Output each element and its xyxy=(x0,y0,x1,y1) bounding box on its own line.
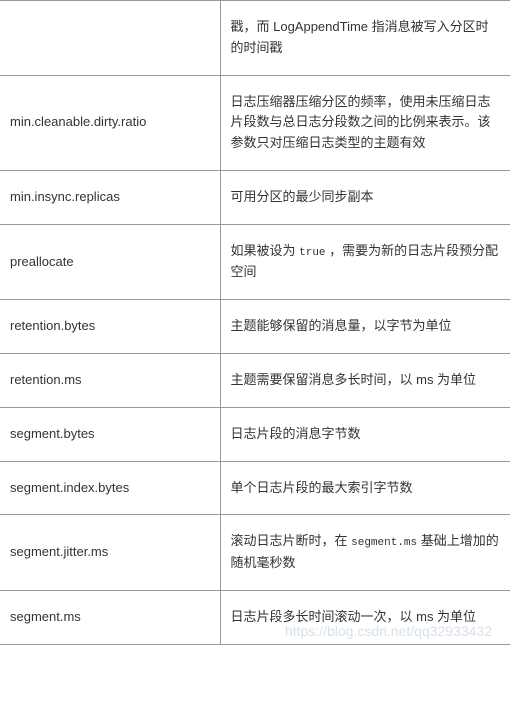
config-name-cell: segment.ms xyxy=(0,590,220,644)
desc-text: 主题需要保留消息多长时间，以 ms 为单位 xyxy=(231,372,477,387)
table-row: retention.bytes 主题能够保留的消息量，以字节为单位 xyxy=(0,300,510,354)
config-desc-cell: 主题能够保留的消息量，以字节为单位 xyxy=(220,300,510,354)
config-desc-cell: 如果被设为 true ，需要为新的日志片段预分配空间 xyxy=(220,224,510,299)
desc-text: 戳，而 LogAppendTime 指消息被写入分区时的时间戳 xyxy=(231,19,489,55)
config-desc-cell: 可用分区的最少同步副本 xyxy=(220,170,510,224)
inline-code: true xyxy=(299,247,325,259)
config-name-cell xyxy=(0,1,220,76)
config-desc-cell: 日志压缩器压缩分区的频率，使用未压缩日志片段数与总日志分段数之间的比例来表示。该… xyxy=(220,75,510,170)
table-row: segment.bytes 日志片段的消息字节数 xyxy=(0,407,510,461)
desc-text: 主题能够保留的消息量，以字节为单位 xyxy=(231,318,452,333)
table-row: min.insync.replicas 可用分区的最少同步副本 xyxy=(0,170,510,224)
desc-text: 可用分区的最少同步副本 xyxy=(231,189,374,204)
config-name-cell: preallocate xyxy=(0,224,220,299)
desc-text: 滚动日志片断时，在 xyxy=(231,533,352,548)
desc-text: 单个日志片段的最大索引字节数 xyxy=(231,480,413,495)
table-row: min.cleanable.dirty.ratio日志压缩器压缩分区的频率，使用… xyxy=(0,75,510,170)
desc-text: 日志片段的消息字节数 xyxy=(231,426,361,441)
config-name-cell: segment.jitter.ms xyxy=(0,515,220,590)
config-name-cell: segment.bytes xyxy=(0,407,220,461)
config-name-cell: min.insync.replicas xyxy=(0,170,220,224)
config-name-cell: segment.index.bytes xyxy=(0,461,220,515)
config-name-cell: retention.ms xyxy=(0,353,220,407)
config-table: 戳，而 LogAppendTime 指消息被写入分区时的时间戳 min.clean… xyxy=(0,0,510,645)
table-row: 戳，而 LogAppendTime 指消息被写入分区时的时间戳 xyxy=(0,1,510,76)
config-desc-cell: 日志片段的消息字节数 xyxy=(220,407,510,461)
config-name-cell: min.cleanable.dirty.ratio xyxy=(0,75,220,170)
config-name-cell: retention.bytes xyxy=(0,300,220,354)
table-row: segment.index.bytes 单个日志片段的最大索引字节数 xyxy=(0,461,510,515)
config-desc-cell: 滚动日志片断时，在 segment.ms 基础上增加的随机毫秒数 xyxy=(220,515,510,590)
table-row: preallocate如果被设为 true ，需要为新的日志片段预分配空间 xyxy=(0,224,510,299)
desc-text: 日志压缩器压缩分区的频率，使用未压缩日志片段数与总日志分段数之间的比例来表示。该… xyxy=(231,94,491,151)
config-desc-cell: 日志片段多长时间滚动一次，以 ms 为单位 xyxy=(220,590,510,644)
config-desc-cell: 单个日志片段的最大索引字节数 xyxy=(220,461,510,515)
config-desc-cell: 戳，而 LogAppendTime 指消息被写入分区时的时间戳 xyxy=(220,1,510,76)
table-row: retention.ms 主题需要保留消息多长时间，以 ms 为单位 xyxy=(0,353,510,407)
desc-text: 日志片段多长时间滚动一次，以 ms 为单位 xyxy=(231,609,477,624)
inline-code: segment.ms xyxy=(351,537,417,549)
table-row: segment.ms 日志片段多长时间滚动一次，以 ms 为单位 xyxy=(0,590,510,644)
config-desc-cell: 主题需要保留消息多长时间，以 ms 为单位 xyxy=(220,353,510,407)
desc-text: 如果被设为 xyxy=(231,243,300,258)
table-row: segment.jitter.ms滚动日志片断时，在 segment.ms 基础… xyxy=(0,515,510,590)
